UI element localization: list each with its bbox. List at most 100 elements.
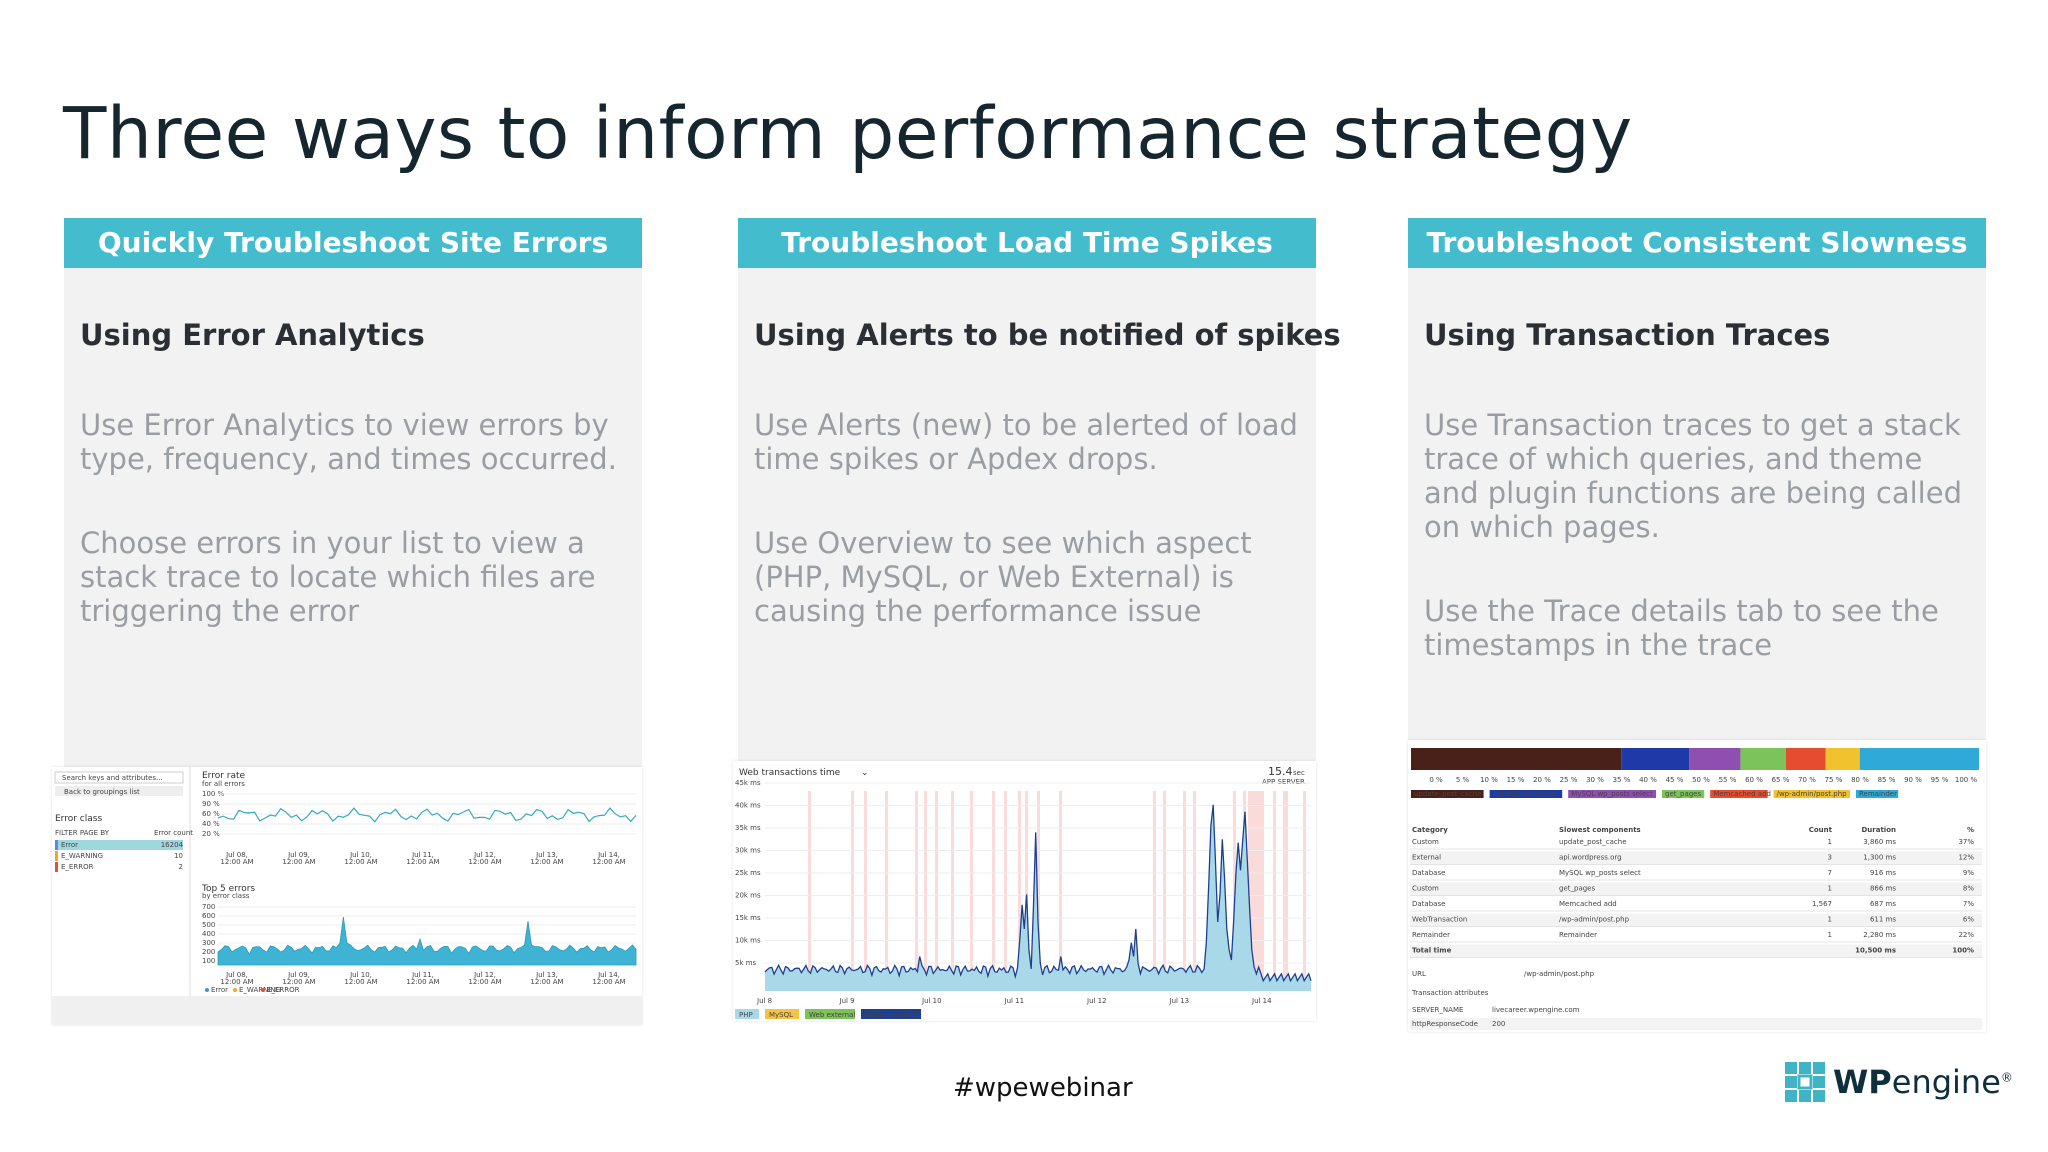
column-subtitle: Using Transaction Traces — [1424, 318, 1831, 352]
x-tick-label: 12:00 AM — [530, 978, 563, 986]
x-tick-label: Jul 12, — [473, 971, 496, 979]
trace-tag-label: /wp-admin/post.php — [1777, 790, 1848, 798]
legend-item[interactable]: Web external — [805, 1009, 855, 1019]
error-rate-subtitle: for all errors — [202, 780, 245, 788]
x-tick-label: Jul 14, — [597, 971, 620, 979]
error-class-row[interactable]: Error 16204 — [55, 840, 184, 850]
x-tick-label: 12:00 AM — [592, 978, 625, 986]
legend-item[interactable]: PHP — [735, 1009, 759, 1019]
trace-tag-label: get_pages — [1665, 790, 1701, 798]
alert-band — [864, 791, 867, 991]
table-cell: update_post_cache — [1559, 838, 1627, 846]
alert-band — [808, 791, 811, 991]
alert-band — [1163, 791, 1166, 991]
trace-bar-segment — [1689, 748, 1741, 770]
x-tick-label: Jul 13 — [1169, 997, 1190, 1005]
web-chart-title: Web transactions time — [739, 768, 841, 778]
table-cell: 1,300 ms — [1863, 854, 1896, 862]
trace-scale-tick: 85 % — [1878, 776, 1896, 784]
table-cell: 100% — [1952, 947, 1974, 955]
table-header: % — [1967, 826, 1974, 834]
table-cell: 6% — [1963, 916, 1974, 924]
y-tick-label: 100 — [202, 957, 215, 965]
y-tick-label: 15k ms — [735, 914, 761, 922]
trace-scale-tick: 55 % — [1719, 776, 1737, 784]
table-cell: 1,567 — [1812, 900, 1832, 908]
trace-tag-label: Remainder — [1859, 790, 1897, 798]
trace-tag — [1411, 790, 1484, 798]
table-cell: Database — [1412, 869, 1445, 877]
x-tick-label: 12:00 AM — [344, 858, 377, 866]
trace-scale-tick: 90 % — [1904, 776, 1922, 784]
web-chart-value: 15.4 — [1268, 765, 1293, 778]
table-cell: 2,280 ms — [1863, 931, 1896, 939]
table-cell: 1 — [1828, 931, 1832, 939]
trace-bar-segment — [1785, 748, 1826, 770]
table-cell: 9% — [1963, 869, 1974, 877]
legend-label: Error — [211, 986, 228, 994]
x-tick-label: Jul 11, — [411, 851, 434, 859]
trace-scale-tick: 60 % — [1745, 776, 1763, 784]
y-tick-label: 20 % — [202, 830, 220, 838]
trace-scale-tick: 25 % — [1560, 776, 1578, 784]
table-cell: 22% — [1958, 931, 1974, 939]
trace-scale-tick: 80 % — [1851, 776, 1869, 784]
x-tick-label: 12:00 AM — [592, 858, 625, 866]
x-tick-label: Jul 8 — [756, 997, 772, 1005]
table-header: Slowest components — [1559, 826, 1641, 834]
table-cell: 687 ms — [1870, 900, 1896, 908]
x-tick-label: Jul 11, — [411, 971, 434, 979]
legend-item[interactable]: MySQL — [765, 1009, 799, 1019]
back-link[interactable]: Back to groupings list — [64, 788, 140, 796]
y-tick-label: 100 % — [202, 790, 225, 798]
wpengine-logo: WPengine® — [1785, 1062, 2013, 1102]
chevron-down-icon[interactable]: ⌄ — [861, 768, 869, 778]
y-tick-label: 700 — [202, 903, 215, 911]
wpengine-wordmark: WPengine® — [1833, 1063, 2013, 1101]
filter-label: FILTER PAGE BY — [55, 829, 110, 837]
y-tick-label: 20k ms — [735, 892, 761, 900]
x-tick-label: 12:00 AM — [530, 858, 563, 866]
column-paragraph: Use the Trace details tab to see the tim… — [1424, 594, 1939, 662]
wpengine-logo-icon — [1785, 1062, 1825, 1102]
trace-scale-tick: 35 % — [1613, 776, 1631, 784]
table-cell: 3 — [1828, 854, 1832, 862]
table-cell: /wp-admin/post.php — [1559, 916, 1630, 924]
transaction-trace-panel: 0 % 5 % 10 % 15 % 20 % 25 % 30 % 35 % 40 % 45 % 50… — [1408, 740, 1986, 1032]
x-tick-label: Jul 08, — [225, 851, 248, 859]
table-cell: 3,860 ms — [1863, 838, 1896, 846]
column-subtitle: Using Alerts to be notified of spikes — [754, 318, 1341, 352]
legend-item[interactable]: Response time — [861, 1009, 921, 1019]
x-tick-label: Jul 13, — [535, 851, 558, 859]
alert-band — [1273, 791, 1276, 991]
trace-bar-segment — [1859, 748, 1979, 770]
column-paragraph: Use Error Analytics to view errors by ty… — [80, 408, 617, 476]
column-body: Using Transaction Traces Use Transaction… — [1408, 268, 1986, 778]
alert-band — [970, 791, 973, 991]
trace-tag-label: api.wordpress.org — [1493, 790, 1556, 798]
y-tick-label: 5k ms — [735, 959, 757, 967]
table-cell: 866 ms — [1870, 885, 1896, 893]
trace-bar-segment — [1621, 748, 1690, 770]
error-class-row[interactable]: E_WARNING 10 — [55, 851, 183, 861]
trace-tag — [1489, 790, 1563, 798]
alert-band — [851, 791, 854, 991]
table-cell: Memcached add — [1559, 900, 1617, 908]
search-input[interactable]: Search keys and attributes... — [62, 774, 163, 782]
attribute-key: httpResponseCode — [1412, 1020, 1478, 1028]
web-chart-server-label: APP SERVER — [1262, 778, 1305, 786]
x-tick-label: 12:00 AM — [344, 978, 377, 986]
error-class-row[interactable]: E_ERROR 2 — [55, 862, 183, 872]
error-rate-title: Error rate — [202, 771, 246, 781]
alert-band — [1283, 791, 1288, 991]
alert-band — [1037, 791, 1040, 991]
table-cell: External — [1412, 854, 1441, 862]
error-class-count: 2 — [179, 863, 183, 871]
table-cell: WebTransaction — [1412, 916, 1467, 924]
web-chart-value-unit: sec — [1293, 769, 1305, 777]
alert-band — [935, 791, 938, 991]
error-class-label: Error class — [55, 814, 102, 824]
trace-scale-tick: 0 % — [1429, 776, 1443, 784]
column-paragraph: Use Transaction traces to get a stack tr… — [1424, 408, 1962, 544]
error-class-name: E_ERROR — [61, 863, 94, 871]
